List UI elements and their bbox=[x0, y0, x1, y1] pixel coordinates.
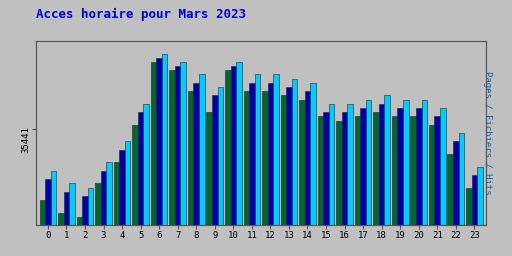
Bar bbox=[236, 62, 242, 256]
Text: Acces horaire pour Mars 2023: Acces horaire pour Mars 2023 bbox=[36, 8, 246, 21]
Bar bbox=[51, 171, 56, 256]
Bar bbox=[373, 112, 379, 256]
Bar bbox=[180, 62, 186, 256]
Bar bbox=[143, 104, 149, 256]
Bar bbox=[254, 74, 260, 256]
Bar bbox=[82, 196, 88, 256]
Bar bbox=[435, 116, 440, 256]
Bar bbox=[156, 58, 162, 256]
Bar bbox=[268, 83, 273, 256]
Bar bbox=[366, 100, 371, 256]
Bar bbox=[310, 83, 316, 256]
Bar bbox=[244, 91, 249, 256]
Bar bbox=[466, 188, 472, 256]
Bar bbox=[95, 183, 101, 256]
Bar bbox=[212, 95, 218, 256]
Bar bbox=[317, 116, 323, 256]
Bar bbox=[429, 125, 435, 256]
Bar bbox=[114, 163, 119, 256]
Bar bbox=[194, 83, 199, 256]
Bar bbox=[459, 133, 464, 256]
Bar bbox=[63, 192, 69, 256]
Bar bbox=[385, 95, 390, 256]
Bar bbox=[447, 154, 453, 256]
Bar bbox=[281, 95, 286, 256]
Bar bbox=[45, 179, 51, 256]
Bar bbox=[151, 62, 156, 256]
Bar bbox=[132, 125, 138, 256]
Bar bbox=[323, 112, 329, 256]
Bar bbox=[88, 188, 93, 256]
Bar bbox=[421, 100, 427, 256]
Bar bbox=[355, 116, 360, 256]
Bar bbox=[299, 100, 305, 256]
Bar bbox=[69, 183, 75, 256]
Bar bbox=[411, 116, 416, 256]
Bar bbox=[188, 91, 194, 256]
Bar bbox=[162, 54, 167, 256]
Bar bbox=[206, 112, 212, 256]
Bar bbox=[440, 108, 445, 256]
Bar bbox=[169, 70, 175, 256]
Y-axis label: Pages / Fichiers / Hits: Pages / Fichiers / Hits bbox=[483, 71, 492, 195]
Bar bbox=[342, 112, 347, 256]
Bar bbox=[230, 66, 236, 256]
Bar bbox=[453, 142, 459, 256]
Bar bbox=[336, 121, 342, 256]
Bar bbox=[397, 108, 403, 256]
Bar bbox=[58, 213, 63, 256]
Bar bbox=[249, 83, 254, 256]
Bar bbox=[39, 200, 45, 256]
Bar bbox=[273, 74, 279, 256]
Bar bbox=[175, 66, 180, 256]
Bar bbox=[101, 171, 106, 256]
Bar bbox=[286, 87, 292, 256]
Bar bbox=[119, 150, 125, 256]
Bar bbox=[360, 108, 366, 256]
Bar bbox=[218, 87, 223, 256]
Bar bbox=[106, 163, 112, 256]
Bar bbox=[262, 91, 268, 256]
Bar bbox=[138, 112, 143, 256]
Bar bbox=[292, 79, 297, 256]
Bar bbox=[199, 74, 205, 256]
Bar bbox=[125, 142, 131, 256]
Bar bbox=[403, 100, 409, 256]
Bar bbox=[77, 217, 82, 256]
Bar bbox=[392, 116, 397, 256]
Bar bbox=[416, 108, 421, 256]
Bar bbox=[379, 104, 385, 256]
Bar bbox=[477, 167, 483, 256]
Bar bbox=[347, 104, 353, 256]
Bar bbox=[305, 91, 310, 256]
Bar bbox=[472, 175, 477, 256]
Bar bbox=[225, 70, 230, 256]
Bar bbox=[329, 104, 334, 256]
